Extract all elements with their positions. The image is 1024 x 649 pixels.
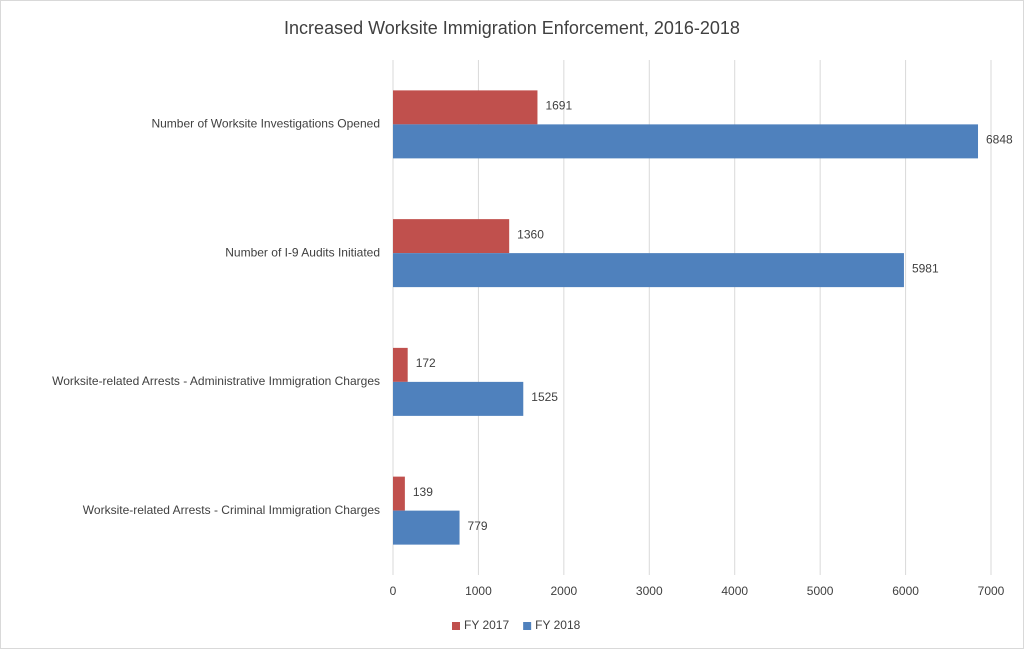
x-tick-label: 3000 bbox=[636, 584, 663, 598]
x-tick-label: 4000 bbox=[721, 584, 748, 598]
x-tick-label: 2000 bbox=[551, 584, 578, 598]
bar bbox=[393, 381, 524, 416]
x-tick-label: 0 bbox=[390, 584, 397, 598]
data-label: 1691 bbox=[545, 99, 572, 113]
data-label: 1360 bbox=[517, 227, 544, 241]
bar bbox=[393, 219, 510, 254]
data-label: 5981 bbox=[912, 261, 939, 275]
x-tick-label: 6000 bbox=[892, 584, 919, 598]
y-tick-label: Worksite-related Arrests - Administrativ… bbox=[52, 374, 380, 388]
y-tick-label: Number of Worksite Investigations Opened bbox=[151, 117, 380, 131]
x-tick-label: 7000 bbox=[978, 584, 1005, 598]
data-label: 172 bbox=[416, 356, 436, 370]
bar bbox=[393, 476, 405, 511]
data-label: 1525 bbox=[531, 390, 558, 404]
data-label: 139 bbox=[413, 485, 433, 499]
bar bbox=[393, 347, 408, 382]
bar bbox=[393, 90, 538, 125]
x-tick-label: 5000 bbox=[807, 584, 834, 598]
bar bbox=[393, 510, 460, 545]
y-tick-label: Number of I-9 Audits Initiated bbox=[225, 245, 380, 259]
chart-title: Increased Worksite Immigration Enforceme… bbox=[284, 18, 740, 38]
bar bbox=[393, 124, 979, 159]
data-label: 6848 bbox=[986, 133, 1013, 147]
legend-label: FY 2017 bbox=[464, 618, 509, 632]
data-label: 779 bbox=[468, 519, 488, 533]
y-tick-label: Worksite-related Arrests - Criminal Immi… bbox=[83, 503, 380, 517]
legend-swatch bbox=[523, 622, 532, 630]
legend-swatch bbox=[452, 622, 460, 630]
x-tick-label: 1000 bbox=[465, 584, 492, 598]
bar bbox=[393, 253, 904, 288]
legend-label: FY 2018 bbox=[535, 618, 580, 632]
